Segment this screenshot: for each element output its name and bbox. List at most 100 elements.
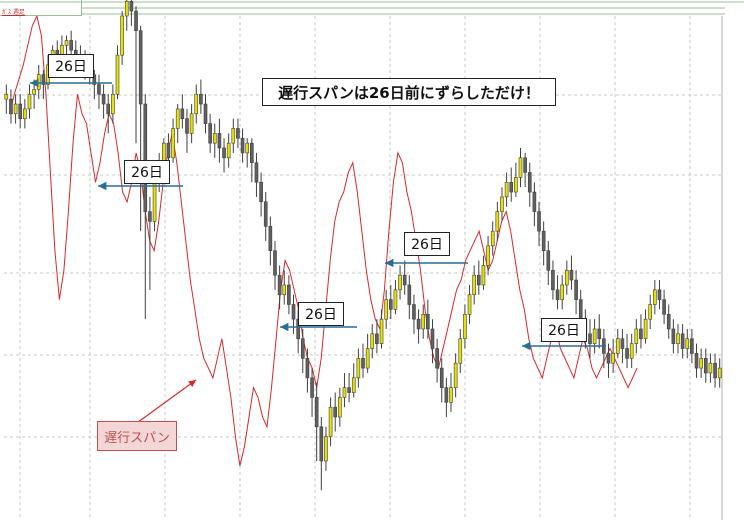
legend-label-box: 遅行スパン [97, 421, 177, 451]
candle-body [212, 133, 217, 144]
candle-body [254, 162, 259, 183]
candle-body [36, 74, 41, 90]
candle-body [416, 318, 421, 330]
headline-text: 遅行スパンは26日前にずらしただけ！ [278, 83, 540, 102]
candle-body [569, 269, 574, 281]
candle-body [365, 348, 370, 369]
candle-body [231, 128, 236, 144]
candle-body [560, 284, 564, 300]
candle-body [685, 338, 690, 349]
headline-box: 遅行スパンは26日前にずらしただけ！ [262, 78, 556, 106]
chikou-span-path [9, 14, 638, 467]
candle-body [713, 362, 717, 379]
candle-body [338, 397, 342, 418]
candle-body [680, 333, 685, 349]
candle-body [458, 338, 463, 364]
candle-body [527, 172, 532, 193]
candle-body [648, 304, 653, 320]
candle-body [657, 289, 662, 300]
candle-body [189, 113, 194, 134]
candle-body [194, 93, 199, 115]
shift-label-2: 26日 [124, 160, 170, 184]
candle-body [592, 328, 597, 344]
candle-body [9, 98, 13, 115]
candle-body [148, 211, 152, 222]
candle-body [565, 269, 569, 286]
candle-body [379, 318, 384, 344]
candle-body [463, 313, 467, 340]
candle-body [250, 142, 254, 163]
candle-body [634, 328, 639, 344]
chikou-span-line [9, 14, 638, 467]
candle-body [300, 338, 305, 359]
candle-body [175, 108, 180, 129]
candle-body [199, 93, 203, 105]
candle-body [444, 387, 449, 403]
candle-body [347, 387, 351, 393]
candle-body [4, 93, 9, 100]
candle-body [639, 328, 643, 340]
candle-body [412, 304, 416, 320]
shift-label-3-text: 26日 [305, 307, 337, 323]
candle-body [620, 338, 625, 349]
candle-body [523, 157, 527, 173]
candle-body [268, 225, 273, 252]
chart-tab[interactable]: ｶﾞｽ 週足 [0, 0, 82, 16]
candle-body [324, 436, 328, 462]
shift-label-1: 26日 [48, 54, 94, 78]
candle-body [402, 274, 407, 286]
candle-body [532, 191, 537, 212]
candle-body [217, 133, 222, 149]
candle-body [388, 299, 393, 310]
candle-body [282, 284, 287, 296]
candle-body [226, 142, 231, 159]
candle-body [370, 333, 375, 349]
legend-pointer-arrow [133, 379, 197, 426]
candle-body [124, 1, 129, 17]
candle-body [514, 177, 518, 193]
candle-body [180, 108, 185, 119]
candle-body [439, 367, 444, 388]
candle-body [259, 181, 263, 203]
candle-body [393, 289, 398, 310]
candle-body [546, 250, 551, 271]
candle-body [500, 196, 504, 212]
candle-body [477, 274, 481, 286]
candle-body [314, 397, 319, 428]
candle-body [472, 274, 476, 296]
candle-body [629, 343, 634, 359]
candle-body [597, 328, 602, 340]
candle-body [305, 357, 310, 379]
candle-body [23, 108, 27, 119]
candle-body [384, 299, 388, 320]
candle-body [421, 313, 426, 330]
candle-body [666, 313, 671, 330]
candle-body [453, 362, 458, 388]
candle-body [101, 93, 106, 105]
candle-body [518, 157, 523, 178]
candle-body [662, 299, 666, 315]
candle-body [129, 1, 134, 12]
candle-body [277, 274, 282, 296]
candle-body [13, 103, 18, 115]
candle-body [236, 128, 240, 139]
candle-body [551, 269, 555, 291]
candle-body [486, 245, 490, 266]
candle-body [166, 142, 171, 159]
candle-body [18, 103, 23, 119]
candle-body [273, 250, 277, 276]
candle-body [32, 89, 36, 95]
candle-body [356, 357, 361, 379]
candle-body [643, 318, 648, 340]
candle-body [351, 377, 356, 393]
shift-label-4: 26日 [404, 232, 450, 256]
candle-body [504, 181, 509, 198]
shift-label-4-text: 26日 [411, 237, 443, 253]
candle-body [375, 333, 379, 344]
candle-body [676, 333, 680, 344]
candle-body [333, 406, 338, 418]
candle-body [97, 84, 101, 95]
candle-body [426, 313, 430, 330]
candle-body [342, 387, 347, 398]
